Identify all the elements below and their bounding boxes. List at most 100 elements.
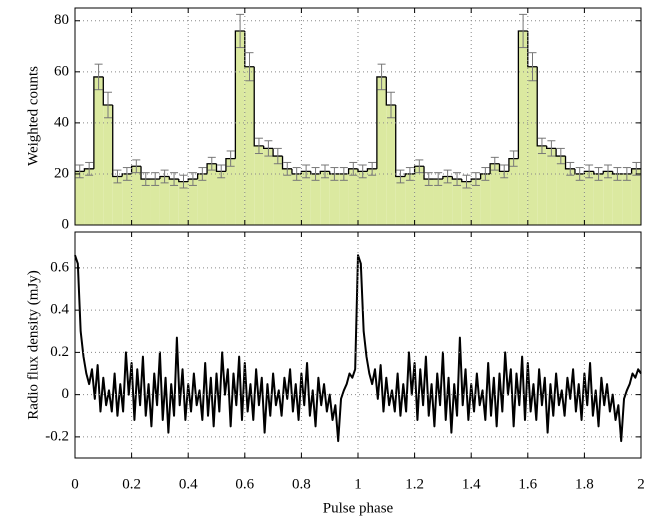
histogram-bar bbox=[169, 179, 179, 225]
x-tick-label: 0.2 bbox=[122, 476, 141, 492]
histogram-bar bbox=[518, 30, 528, 225]
histogram-step bbox=[300, 170, 311, 174]
histogram-step bbox=[121, 173, 132, 177]
histogram-step bbox=[281, 156, 292, 170]
y-tick-label: 0.6 bbox=[50, 259, 69, 275]
histogram-bar bbox=[207, 163, 217, 225]
histogram-bar bbox=[452, 179, 462, 225]
y-tick-label: 0 bbox=[62, 216, 70, 232]
histogram-step bbox=[564, 156, 575, 170]
histogram-bar bbox=[235, 30, 245, 225]
histogram-bar bbox=[301, 171, 311, 225]
y-tick-label: 0 bbox=[62, 386, 70, 402]
x-tick-label: 0.4 bbox=[179, 476, 198, 492]
histogram-step bbox=[130, 165, 142, 174]
histogram-bar bbox=[442, 176, 453, 225]
histogram-bar bbox=[584, 171, 594, 225]
histogram-bar bbox=[612, 173, 623, 225]
plot-frame bbox=[74, 231, 642, 459]
histogram-step bbox=[83, 168, 94, 172]
histogram-bar bbox=[574, 173, 585, 225]
histogram-bar bbox=[348, 168, 358, 225]
histogram-bar bbox=[631, 168, 641, 225]
histogram-step bbox=[546, 145, 557, 150]
histogram-step bbox=[602, 170, 613, 174]
histogram-bar bbox=[178, 181, 189, 225]
histogram-bar bbox=[197, 173, 208, 225]
histogram-step bbox=[319, 170, 330, 174]
histogram-step bbox=[593, 171, 604, 175]
x-tick-label: 1.2 bbox=[405, 476, 424, 492]
histogram-bar bbox=[405, 173, 415, 225]
histogram-bar bbox=[141, 179, 151, 225]
histogram-bar bbox=[386, 105, 396, 225]
histogram-step bbox=[527, 30, 538, 68]
histogram-bar bbox=[225, 158, 236, 225]
histogram-step bbox=[168, 176, 179, 180]
histogram-step bbox=[451, 176, 462, 180]
y-tick-label: 80 bbox=[54, 12, 69, 28]
histogram-bar bbox=[395, 176, 406, 225]
x-tick-label: 0 bbox=[71, 476, 79, 492]
histogram-bar bbox=[188, 179, 198, 225]
histogram-bar bbox=[367, 168, 377, 225]
y-axis-label: Weighted counts bbox=[25, 66, 41, 166]
histogram-bar bbox=[310, 173, 321, 225]
histogram-step bbox=[102, 76, 113, 106]
histogram-bar bbox=[273, 156, 283, 225]
histogram-step bbox=[272, 148, 283, 157]
histogram-step bbox=[630, 168, 641, 174]
histogram-bar bbox=[112, 176, 123, 225]
histogram-step bbox=[498, 163, 509, 173]
histogram-bar bbox=[263, 148, 274, 225]
histogram-bar bbox=[461, 181, 472, 225]
histogram-step bbox=[93, 76, 104, 169]
histogram-bar bbox=[556, 156, 566, 225]
histogram-bar bbox=[339, 173, 349, 225]
histogram-step bbox=[385, 76, 396, 106]
histogram-bar bbox=[480, 173, 491, 225]
histogram-step bbox=[423, 166, 434, 180]
histogram-bar bbox=[603, 171, 613, 225]
histogram-step bbox=[612, 171, 623, 175]
histogram-bar bbox=[546, 148, 557, 225]
histogram-bar bbox=[414, 166, 425, 225]
histogram-bar bbox=[254, 145, 264, 225]
histogram-bar bbox=[376, 76, 387, 225]
histogram-step bbox=[347, 168, 358, 174]
histogram-step bbox=[253, 66, 264, 147]
histogram-step bbox=[536, 66, 547, 147]
histogram-bar bbox=[358, 171, 368, 225]
histogram-bar bbox=[508, 158, 519, 225]
histogram-bar bbox=[131, 166, 142, 225]
histogram-step bbox=[178, 179, 189, 183]
histogram-bar bbox=[150, 179, 160, 225]
histogram-bar bbox=[593, 173, 604, 225]
histogram-bar bbox=[291, 173, 302, 225]
histogram-bar bbox=[75, 171, 85, 225]
histogram-step bbox=[244, 30, 255, 68]
histogram-step bbox=[215, 163, 226, 173]
histogram-bar bbox=[244, 66, 255, 225]
histogram-bar bbox=[320, 171, 330, 225]
y-tick-label: 0.4 bbox=[50, 302, 69, 318]
line-series bbox=[74, 254, 642, 443]
x-tick-label: 1.6 bbox=[518, 476, 537, 492]
x-axis-label: Pulse phase bbox=[323, 500, 394, 516]
histogram-step bbox=[442, 175, 453, 180]
histogram-bar bbox=[424, 179, 434, 225]
x-tick-label: 1.4 bbox=[462, 476, 481, 492]
histogram-bar bbox=[527, 66, 538, 225]
histogram-step bbox=[357, 168, 368, 173]
histogram-bar bbox=[537, 145, 547, 225]
y-tick-label: 40 bbox=[54, 114, 69, 130]
histogram-step bbox=[234, 30, 245, 159]
histogram-bar bbox=[565, 168, 575, 225]
histogram-bar bbox=[622, 173, 632, 225]
y-tick-label: 0.2 bbox=[50, 344, 69, 360]
histogram-bar bbox=[282, 168, 292, 225]
histogram-step bbox=[225, 157, 236, 172]
histogram-bar bbox=[433, 179, 443, 225]
histogram-step bbox=[206, 163, 217, 174]
